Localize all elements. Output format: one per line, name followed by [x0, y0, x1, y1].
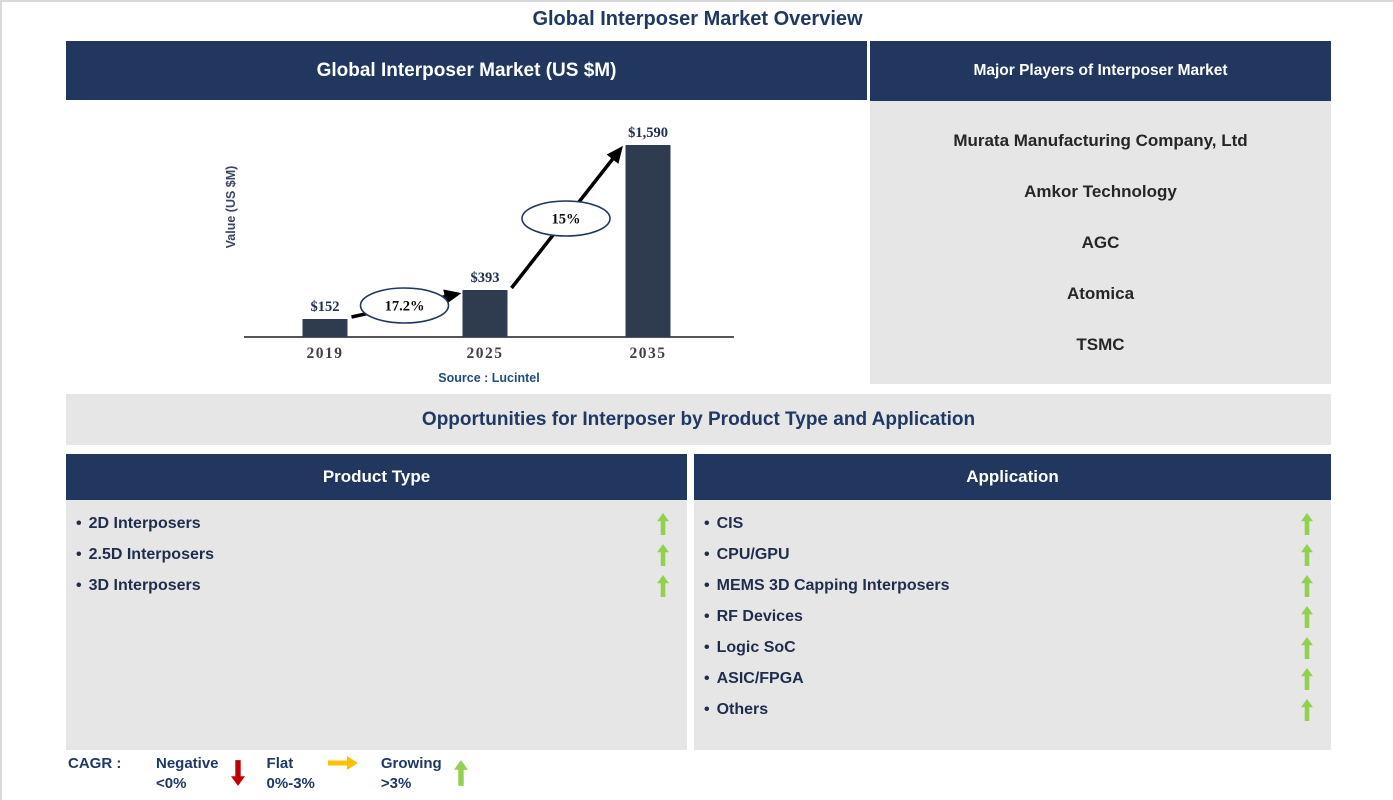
- trend-growing-arrow: [1301, 667, 1313, 690]
- x-tick-label: 2025: [467, 345, 504, 362]
- list-item-label: Others: [716, 700, 769, 718]
- bar-2025: [462, 290, 508, 337]
- product-type-list: • 2D Interposers • 2.5D Interposers • 3D In…: [66, 500, 687, 750]
- application-list: • CIS • CPU/GPU • MEMS 3D Capping Interpose…: [694, 500, 1331, 750]
- trend-growing-arrow: [1301, 543, 1313, 566]
- x-tick-label: 2019: [307, 345, 344, 362]
- up-arrow-icon: [1301, 667, 1313, 690]
- list-item: • CPU/GPU: [702, 539, 1313, 570]
- major-players-list: Murata Manufacturing Company, Ltd Amkor T…: [870, 101, 1331, 384]
- trend-growing-arrow: [657, 574, 669, 597]
- bar-2019: [302, 319, 348, 337]
- up-arrow-icon: [1301, 636, 1313, 659]
- cagr-legend-label: Flat 0%-3%: [266, 755, 315, 792]
- up-arrow-icon: [1301, 605, 1313, 628]
- list-item: • 2D Interposers: [74, 508, 669, 539]
- product-type-header: Product Type: [66, 454, 687, 500]
- list-item: • 3D Interposers: [74, 570, 669, 601]
- bullet-icon: •: [704, 700, 710, 718]
- list-item-label: ASIC/FPGA: [716, 669, 804, 687]
- opportunities-banner: Opportunities for Interposer by Product …: [66, 394, 1331, 445]
- list-item-label: 3D Interposers: [88, 576, 201, 594]
- cagr-value: 15%: [552, 212, 581, 228]
- bullet-icon: •: [76, 576, 82, 594]
- market-chart-panel-header: Global Interposer Market (US $M): [66, 41, 867, 100]
- market-bar-chart: Value (US $M) $152 2019 $393 2025 $1,590 2035 1…: [66, 100, 867, 394]
- cagr-legend-label: Growing >3%: [380, 755, 442, 792]
- cagr-legend-prefix: CAGR :: [68, 755, 122, 772]
- list-item-label: CIS: [716, 514, 744, 532]
- company-name: AGC: [1081, 232, 1120, 252]
- application-header: Application: [694, 454, 1331, 500]
- list-item: • 2.5D Interposers: [74, 539, 669, 570]
- cagr-legend-label: Negative <0%: [156, 755, 219, 792]
- bullet-icon: •: [704, 514, 710, 532]
- bullet-icon: •: [704, 669, 710, 687]
- up-arrow-icon: [1301, 574, 1313, 597]
- up-arrow-icon: [1301, 698, 1313, 721]
- bullet-icon: •: [704, 576, 710, 594]
- cagr-legend-item: Growing >3%: [381, 754, 468, 796]
- company-name: Atomica: [1066, 283, 1135, 303]
- bar-value-label: $393: [471, 270, 500, 286]
- cagr-legend-item: Flat 0%-3%: [267, 754, 359, 793]
- list-item-label: RF Devices: [716, 607, 803, 625]
- cagr-flat-arrow: [327, 756, 359, 774]
- trend-growing-arrow: [1301, 636, 1313, 659]
- application-title: Application: [966, 467, 1059, 486]
- bullet-icon: •: [704, 607, 710, 625]
- trend-growing-arrow: [657, 512, 669, 535]
- bullet-icon: •: [76, 514, 82, 532]
- list-item: • Others: [702, 694, 1313, 725]
- company-name: TSMC: [1076, 334, 1125, 354]
- market-chart-panel-title: Global Interposer Market (US $M): [316, 59, 617, 81]
- cagr-negative-arrow: [230, 754, 245, 796]
- bar-2035: [625, 145, 671, 337]
- cagr-growing-arrow: [453, 754, 468, 796]
- trend-growing-arrow: [1301, 512, 1313, 535]
- product-type-title: Product Type: [322, 467, 431, 486]
- down-arrow-icon: [230, 760, 245, 786]
- bullet-icon: •: [76, 545, 82, 563]
- up-arrow-icon: [657, 512, 669, 535]
- list-item-label: CPU/GPU: [716, 545, 790, 563]
- bar-value-label: $1,590: [628, 125, 668, 141]
- list-item-label: Logic SoC: [716, 638, 796, 656]
- opportunities-banner-text: Opportunities for Interposer by Product …: [421, 408, 976, 430]
- list-item-label: MEMS 3D Capping Interposers: [716, 576, 950, 594]
- list-item-label: 2D Interposers: [88, 514, 201, 532]
- trend-growing-arrow: [657, 543, 669, 566]
- list-item: • ASIC/FPGA: [702, 663, 1313, 694]
- chart-source: Source : Lucintel: [438, 371, 539, 385]
- up-arrow-icon: [1301, 512, 1313, 535]
- up-arrow-icon: [657, 574, 669, 597]
- x-tick-label: 2035: [630, 345, 667, 362]
- cagr-value: 17.2%: [385, 299, 425, 315]
- cagr-legend: CAGR : Negative <0% Flat 0%-3% Growing >3%: [68, 754, 490, 798]
- company-name: Amkor Technology: [1024, 181, 1177, 201]
- up-arrow-icon: [657, 543, 669, 566]
- up-arrow-icon: [453, 760, 468, 786]
- bullet-icon: •: [704, 545, 710, 563]
- right-arrow-icon: [327, 756, 358, 770]
- cagr-legend-item: Negative <0%: [156, 754, 245, 796]
- trend-growing-arrow: [1301, 605, 1313, 628]
- list-item: • CIS: [702, 508, 1313, 539]
- major-players-title: Major Players of Interposer Market: [973, 62, 1228, 79]
- trend-growing-arrow: [1301, 698, 1313, 721]
- trend-growing-arrow: [1301, 574, 1313, 597]
- page-title: Global Interposer Market Overview: [532, 8, 863, 30]
- list-item: • Logic SoC: [702, 632, 1313, 663]
- cagr-ellipse: [521, 200, 611, 237]
- up-arrow-icon: [1301, 543, 1313, 566]
- major-players-header: Major Players of Interposer Market: [870, 41, 1331, 101]
- list-item: • MEMS 3D Capping Interposers: [702, 570, 1313, 601]
- company-name: Murata Manufacturing Company, Ltd: [953, 130, 1248, 150]
- bullet-icon: •: [704, 638, 710, 656]
- bar-value-label: $152: [311, 299, 340, 315]
- cagr-ellipse: [359, 287, 450, 324]
- y-axis-label: Value (US $M): [224, 166, 238, 249]
- list-item: • RF Devices: [702, 601, 1313, 632]
- list-item-label: 2.5D Interposers: [88, 545, 214, 563]
